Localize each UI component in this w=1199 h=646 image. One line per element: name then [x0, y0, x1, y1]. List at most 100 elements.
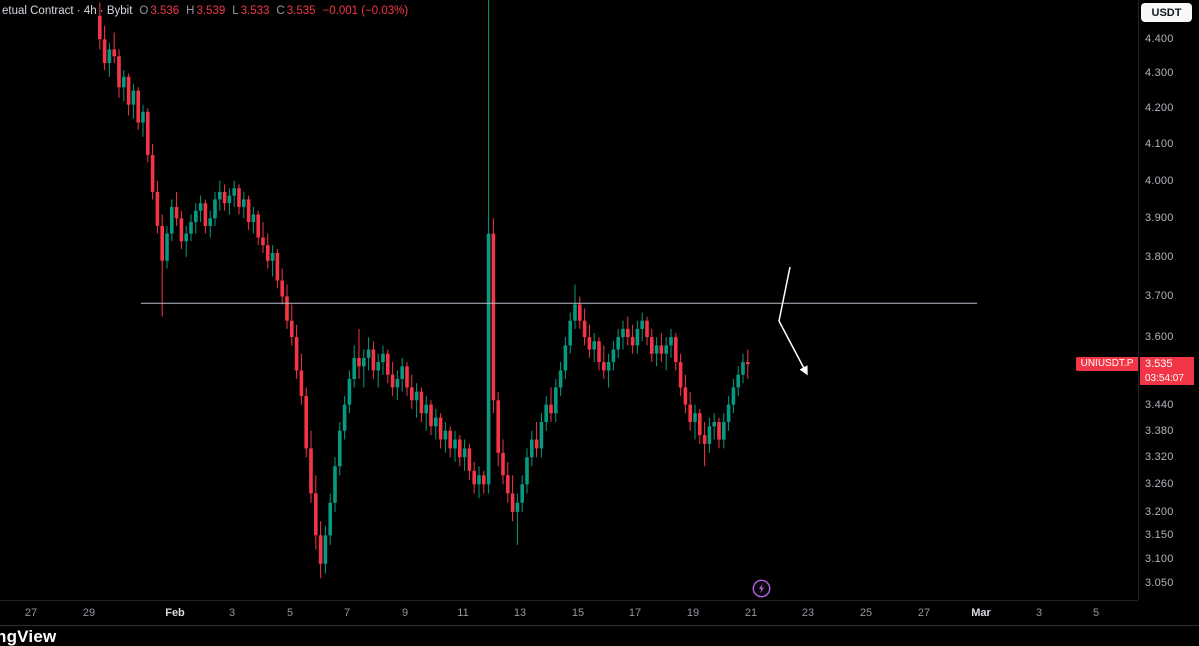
candle-body: [400, 366, 404, 379]
candle-body: [338, 430, 342, 467]
candle-body: [213, 199, 217, 219]
candle-body: [150, 155, 155, 192]
candle-body: [203, 203, 208, 226]
candle-body: [558, 370, 563, 388]
candle-body: [702, 435, 707, 444]
candle-body: [582, 320, 587, 338]
candle-body: [270, 253, 275, 261]
candle-body: [126, 76, 131, 105]
candle-body: [155, 191, 160, 226]
candle-body: [328, 502, 332, 536]
candle-body: [194, 210, 198, 223]
candle-body: [342, 404, 347, 431]
candle-body: [333, 466, 337, 503]
candle-body: [520, 484, 524, 503]
price-tick: 3.380: [1145, 424, 1174, 437]
candle-body: [669, 337, 673, 346]
candle-body: [568, 320, 572, 346]
candle-body: [678, 362, 683, 388]
candle-body: [304, 396, 308, 449]
candle-body: [102, 39, 107, 64]
time-tick: 13: [513, 607, 527, 619]
price-tick: 3.440: [1145, 398, 1174, 411]
time-scale[interactable]: 27 29 Feb 3 5 7 9 11 13 15 17 19 21 23 25 27 Mar 3 5: [0, 600, 1138, 625]
drawings-group: [141, 266, 977, 376]
candle-body: [227, 195, 232, 204]
candle-body: [501, 452, 505, 476]
candle-body: [683, 387, 688, 405]
candle-body: [179, 218, 184, 242]
change-value: −0.001 (−0.03%): [322, 5, 409, 17]
candle-body: [688, 404, 692, 422]
candle-body: [405, 366, 409, 388]
candle-body: [256, 214, 260, 238]
candle-body: [458, 439, 462, 458]
candle-body: [189, 222, 193, 234]
price-tick: 3.600: [1145, 331, 1174, 344]
candle-body: [722, 422, 726, 440]
candle-body: [506, 475, 510, 494]
candle-body: [472, 470, 476, 485]
candle-body: [698, 413, 702, 436]
symbol-info-bar[interactable]: etual Contract · 4h · Bybit O 3.536 H 3.…: [2, 5, 408, 17]
candle-body: [438, 417, 443, 440]
price-tick: 3.200: [1145, 505, 1174, 518]
arrow-drawing[interactable]: [778, 266, 808, 376]
candle-body: [299, 370, 304, 396]
candle-body: [621, 328, 625, 338]
price-scale[interactable]: USDT 3.535 03:54:07 4.400 4.300 4.200 4.100…: [1138, 0, 1199, 600]
chart-pane[interactable]: [0, 0, 1138, 600]
symbol-price-tag: UNIUSDT.P: [1076, 357, 1138, 372]
candle-body: [674, 337, 678, 362]
candle-body: [218, 191, 222, 200]
candle-body: [606, 362, 611, 371]
time-tick: 9: [401, 607, 409, 619]
low-label: L: [232, 5, 239, 17]
candle-body: [98, 15, 102, 40]
price-tick: 4.000: [1145, 174, 1174, 187]
candle-body: [650, 337, 654, 354]
candle-body: [736, 374, 740, 388]
candle-body: [141, 111, 145, 123]
candle-body: [630, 337, 635, 346]
candle-body: [741, 362, 745, 375]
close-value: 3.535: [286, 5, 316, 17]
candle-body: [467, 448, 472, 471]
candle-body: [294, 337, 299, 371]
current-price-label: 3.535: [1140, 356, 1194, 372]
time-tick: 3: [228, 607, 236, 619]
candle-body: [347, 378, 352, 405]
candle-body: [323, 535, 328, 564]
candle-body: [664, 345, 668, 354]
candle-body: [131, 90, 136, 105]
lightning-icon[interactable]: [752, 579, 771, 598]
candle-body: [414, 391, 419, 401]
candle-body: [539, 422, 544, 449]
candle-body: [626, 328, 630, 338]
candle-body: [534, 439, 539, 449]
candle-body: [712, 422, 716, 427]
close-label: C: [276, 5, 285, 17]
time-tick: 27: [24, 607, 38, 619]
currency-toggle-button[interactable]: USDT: [1141, 3, 1192, 22]
candle-body: [635, 328, 640, 346]
candle-body: [160, 225, 164, 261]
time-tick-month: Feb: [165, 607, 185, 619]
candle-body: [587, 337, 592, 350]
candle-body: [731, 387, 736, 405]
time-tick: 3: [1035, 607, 1043, 619]
candle-body: [544, 404, 548, 422]
candle-body: [434, 417, 438, 427]
candle-body: [165, 233, 169, 261]
candle-body: [659, 345, 664, 354]
candlestick-chart[interactable]: [0, 0, 1138, 600]
candle-body: [592, 341, 596, 350]
candle-body: [462, 448, 467, 458]
price-tick: 4.100: [1145, 138, 1174, 151]
candle-body: [515, 502, 520, 512]
time-tick: 7: [343, 607, 351, 619]
price-tick: 3.260: [1145, 478, 1174, 491]
candle-body: [429, 404, 433, 427]
candle-body: [352, 357, 356, 379]
candle-body: [314, 493, 318, 536]
